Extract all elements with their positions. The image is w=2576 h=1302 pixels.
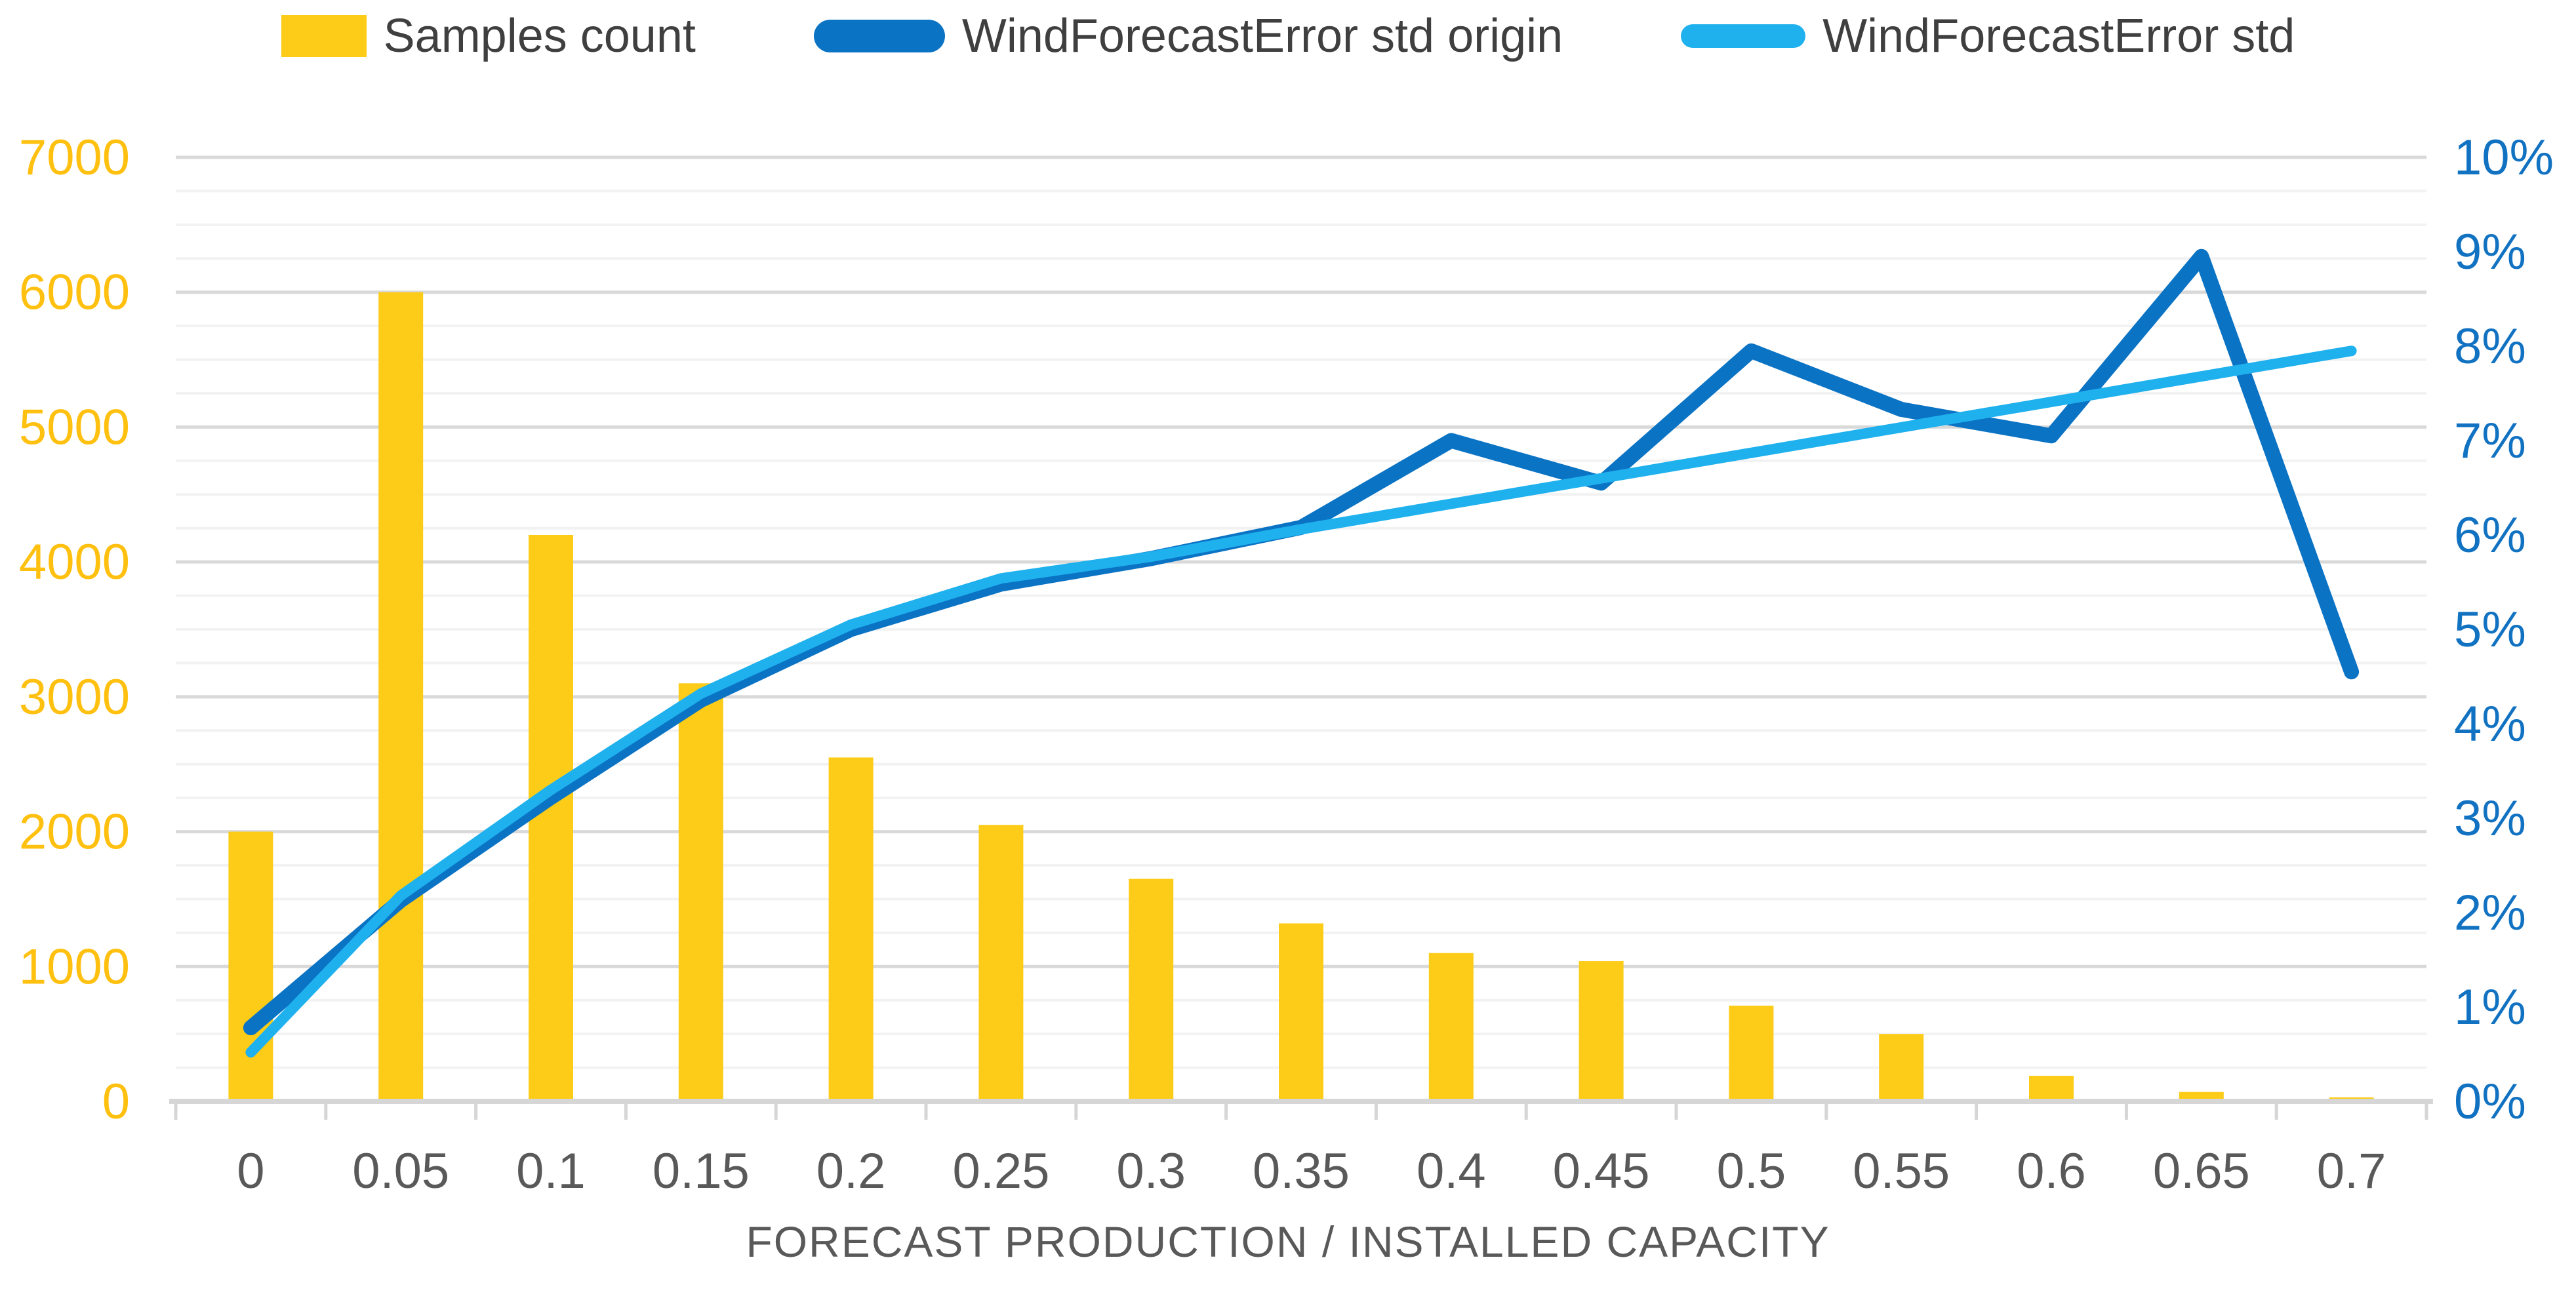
legend-item-samples-count[interactable]: Samples count [281,9,696,63]
x-axis-tick-label: 0.5 [1717,1143,1786,1199]
x-axis-tick-label: 0.6 [2017,1143,2086,1199]
right-axis-tick-label: 2% [2454,885,2526,941]
left-axis-tick-label: 5000 [19,399,130,455]
series-samples-count[interactable] [228,292,2374,1101]
legend-item-std-origin[interactable]: WindForecastError std origin [813,9,1563,63]
legend-label-samples-count: Samples count [383,10,696,62]
x-axis-tick-label: 0.1 [516,1143,586,1199]
right-axis-tick-label: 7% [2454,413,2526,469]
x-axis-tick-label: 0.25 [952,1143,1049,1199]
legend-item-std[interactable]: WindForecastError std [1681,9,2295,63]
x-axis-tick-label: 0.35 [1253,1143,1350,1199]
samples-count-swatch [281,15,367,57]
bar-samples-count[interactable] [378,292,424,1101]
right-axis-labels: 0% 1% 2% 3% 4% 5% 6% 7% 8% 9% 10% [2454,130,2554,1130]
bar-samples-count[interactable] [529,535,573,1101]
left-axis-tick-label: 3000 [19,669,130,725]
legend-label-std: WindForecastError std [1822,10,2295,62]
bar-samples-count[interactable] [1428,953,1474,1101]
left-axis-tick-label: 1000 [19,939,130,995]
right-axis-tick-label: 6% [2454,507,2526,563]
x-axis-tick-label: 0.2 [816,1143,886,1199]
legend: Samples count WindForecastError std orig… [0,9,2576,63]
bar-samples-count[interactable] [2029,1075,2074,1101]
bar-samples-count[interactable] [828,757,874,1101]
x-axis-tick-label: 0.15 [653,1143,750,1199]
right-axis-tick-label: 1% [2454,979,2526,1035]
x-axis-tick-label: 0.3 [1116,1143,1186,1199]
bar-samples-count[interactable] [978,825,1024,1101]
x-axis-tick-label: 0.65 [2153,1143,2250,1199]
x-axis-tick-label: 0.4 [1417,1143,1486,1199]
right-axis-tick-label: 4% [2454,696,2526,752]
x-axis-tick-label: 0.7 [2317,1143,2386,1199]
x-axis-labels: 0 0.05 0.1 0.15 0.2 0.25 0.3 0.35 0.4 0.45 0.5 0.55… [237,1143,2386,1199]
left-axis-tick-label: 7000 [19,130,130,186]
bar-samples-count[interactable] [1729,1005,1774,1101]
x-axis-tick-label: 0 [237,1143,264,1199]
legend-label-std-origin: WindForecastError std origin [961,10,1563,62]
bar-samples-count[interactable] [1279,923,1323,1101]
left-axis-tick-label: 2000 [19,804,130,860]
x-axis-line [169,1099,2433,1120]
x-axis-tick-label: 0.55 [1853,1143,1950,1199]
right-axis-tick-label: 8% [2454,319,2526,374]
left-axis-labels: 0 1000 2000 3000 4000 5000 6000 7000 [19,130,130,1130]
right-axis-tick-label: 5% [2454,602,2526,658]
left-axis-tick-label: 4000 [19,534,130,590]
left-axis-tick-label: 6000 [19,265,130,321]
right-axis-tick-label: 0% [2454,1074,2526,1130]
right-axis-tick-label: 9% [2454,224,2526,280]
bar-samples-count[interactable] [678,683,723,1101]
line-std[interactable] [245,345,2357,1058]
bar-samples-count[interactable] [228,831,273,1101]
bar-samples-count[interactable] [1579,961,1624,1101]
left-axis-tick-label: 0 [102,1074,130,1130]
right-axis-tick-label: 10% [2454,130,2554,186]
right-axis-tick-label: 3% [2454,791,2526,846]
std-origin-line-swatch [813,20,945,52]
std-line-swatch [1681,24,1806,48]
x-axis-title: FORECAST PRODUCTION / INSTALLED CAPACITY [746,1217,1830,1266]
bar-samples-count[interactable] [1879,1034,1924,1101]
x-axis-tick-label: 0.05 [352,1143,449,1199]
bar-samples-count[interactable] [1129,878,1174,1101]
x-axis-tick-label: 0.45 [1553,1143,1650,1199]
